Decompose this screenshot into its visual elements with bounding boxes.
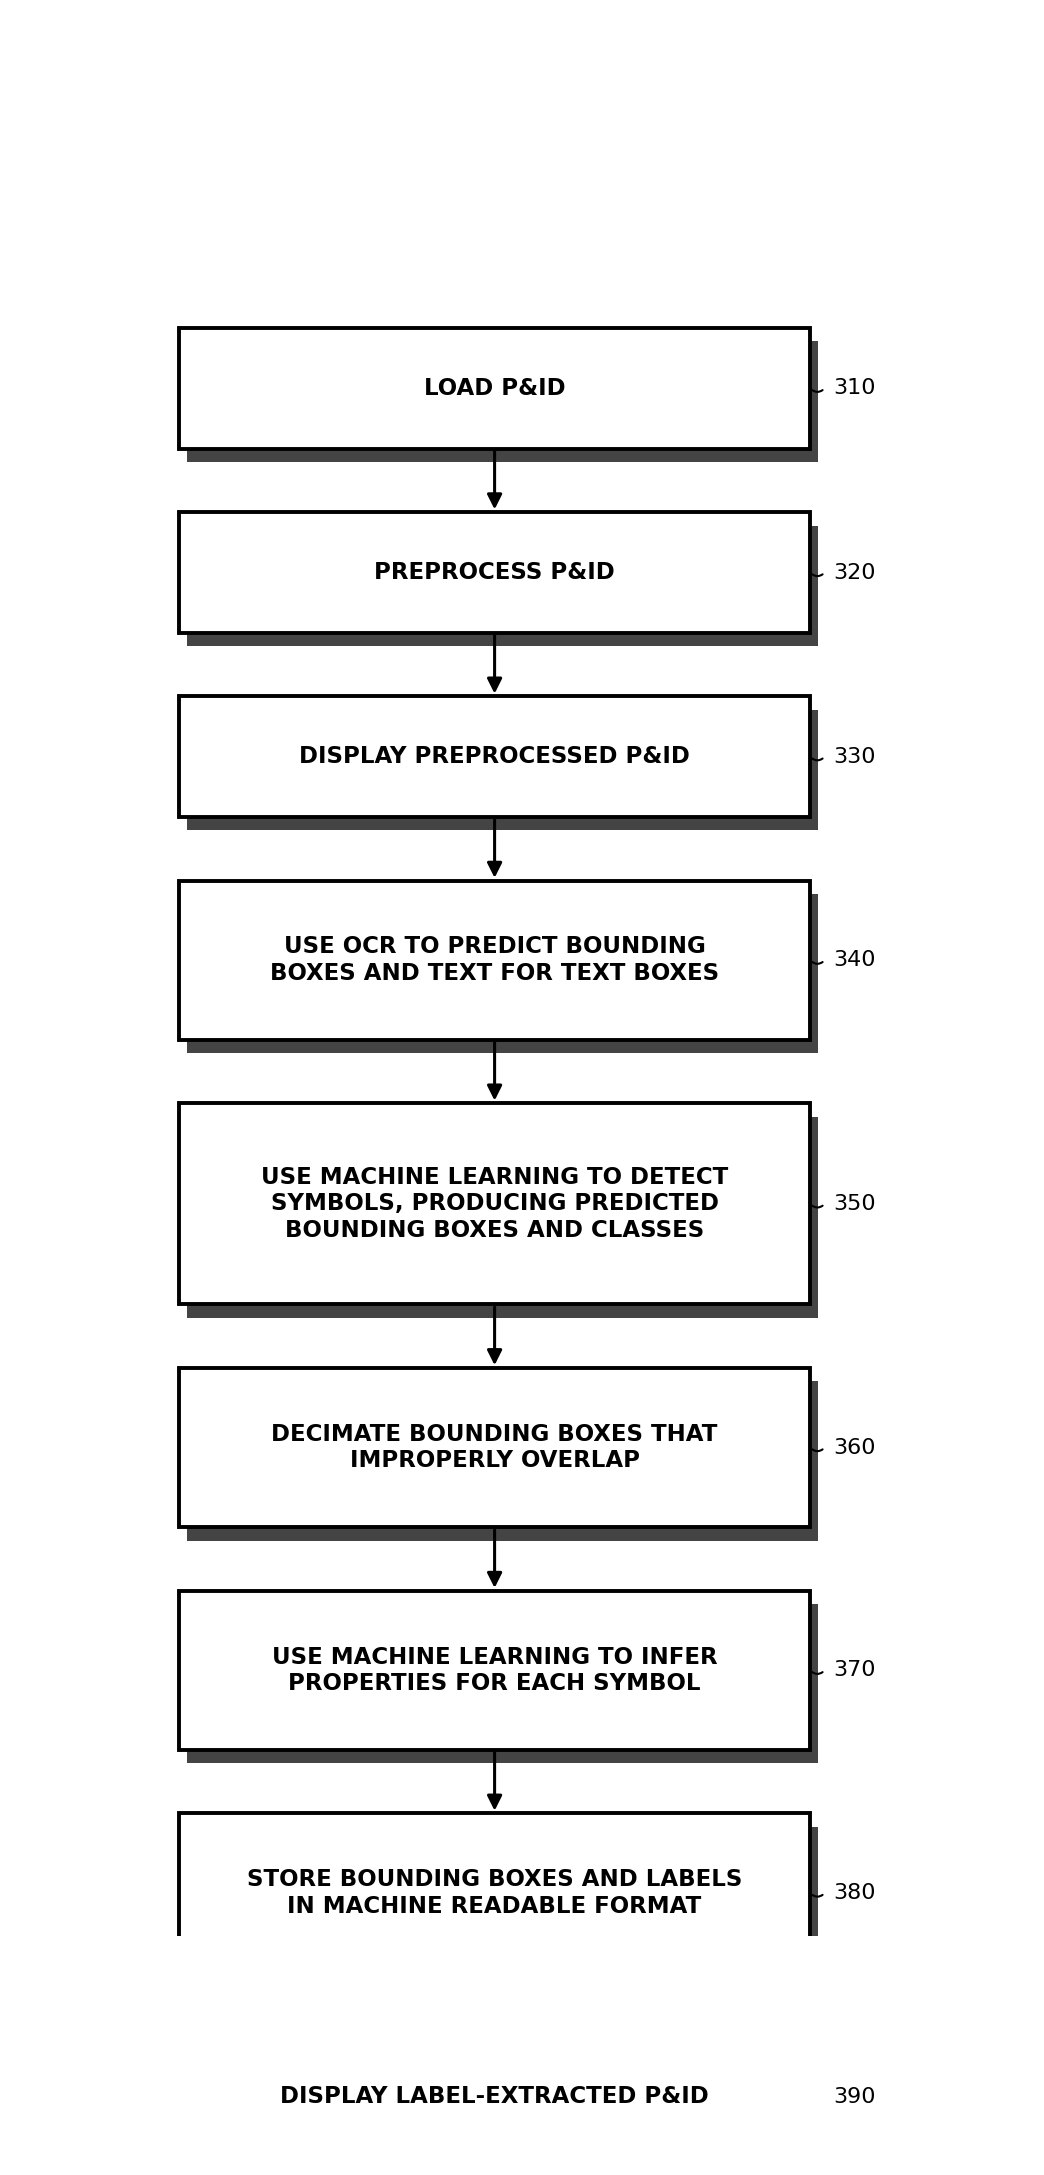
Text: 320: 320 bbox=[833, 563, 875, 583]
Bar bbox=[187, 526, 818, 646]
Bar bbox=[187, 341, 818, 461]
Text: USE OCR TO PREDICT BOUNDING
BOXES AND TEXT FOR TEXT BOXES: USE OCR TO PREDICT BOUNDING BOXES AND TE… bbox=[270, 935, 719, 985]
Bar bbox=[187, 1381, 818, 1540]
Bar bbox=[180, 1103, 810, 1305]
Text: 330: 330 bbox=[833, 746, 875, 768]
Text: STORE BOUNDING BOXES AND LABELS
IN MACHINE READABLE FORMAT: STORE BOUNDING BOXES AND LABELS IN MACHI… bbox=[247, 1868, 742, 1918]
Bar bbox=[187, 1605, 818, 1764]
Bar bbox=[180, 881, 810, 1040]
Bar bbox=[187, 894, 818, 1053]
Bar bbox=[187, 2049, 818, 2171]
Text: 350: 350 bbox=[833, 1194, 876, 1214]
Text: 390: 390 bbox=[833, 2086, 875, 2108]
Bar bbox=[180, 328, 810, 448]
Text: 310: 310 bbox=[833, 378, 875, 398]
Bar bbox=[187, 1827, 818, 1986]
Bar bbox=[180, 2036, 810, 2158]
Text: USE MACHINE LEARNING TO INFER
PROPERTIES FOR EACH SYMBOL: USE MACHINE LEARNING TO INFER PROPERTIES… bbox=[271, 1646, 717, 1694]
Text: USE MACHINE LEARNING TO DETECT
SYMBOLS, PRODUCING PREDICTED
BOUNDING BOXES AND C: USE MACHINE LEARNING TO DETECT SYMBOLS, … bbox=[261, 1166, 729, 1242]
Bar bbox=[180, 513, 810, 633]
Text: 380: 380 bbox=[833, 1884, 875, 1903]
Text: 370: 370 bbox=[833, 1660, 875, 1681]
Text: 340: 340 bbox=[833, 950, 875, 970]
Text: LOAD P&ID: LOAD P&ID bbox=[424, 376, 566, 400]
Text: PREPROCESS P&ID: PREPROCESS P&ID bbox=[374, 561, 615, 585]
Bar bbox=[187, 1116, 818, 1318]
Bar bbox=[187, 709, 818, 831]
Text: DECIMATE BOUNDING BOXES THAT
IMPROPERLY OVERLAP: DECIMATE BOUNDING BOXES THAT IMPROPERLY … bbox=[271, 1422, 718, 1472]
Bar bbox=[180, 1814, 810, 1973]
Text: 360: 360 bbox=[833, 1438, 875, 1457]
Bar bbox=[180, 696, 810, 818]
Bar bbox=[180, 1590, 810, 1751]
Text: DISPLAY PREPROCESSED P&ID: DISPLAY PREPROCESSED P&ID bbox=[300, 746, 690, 768]
Bar bbox=[180, 1368, 810, 1527]
Text: DISPLAY LABEL-EXTRACTED P&ID: DISPLAY LABEL-EXTRACTED P&ID bbox=[280, 2086, 709, 2108]
